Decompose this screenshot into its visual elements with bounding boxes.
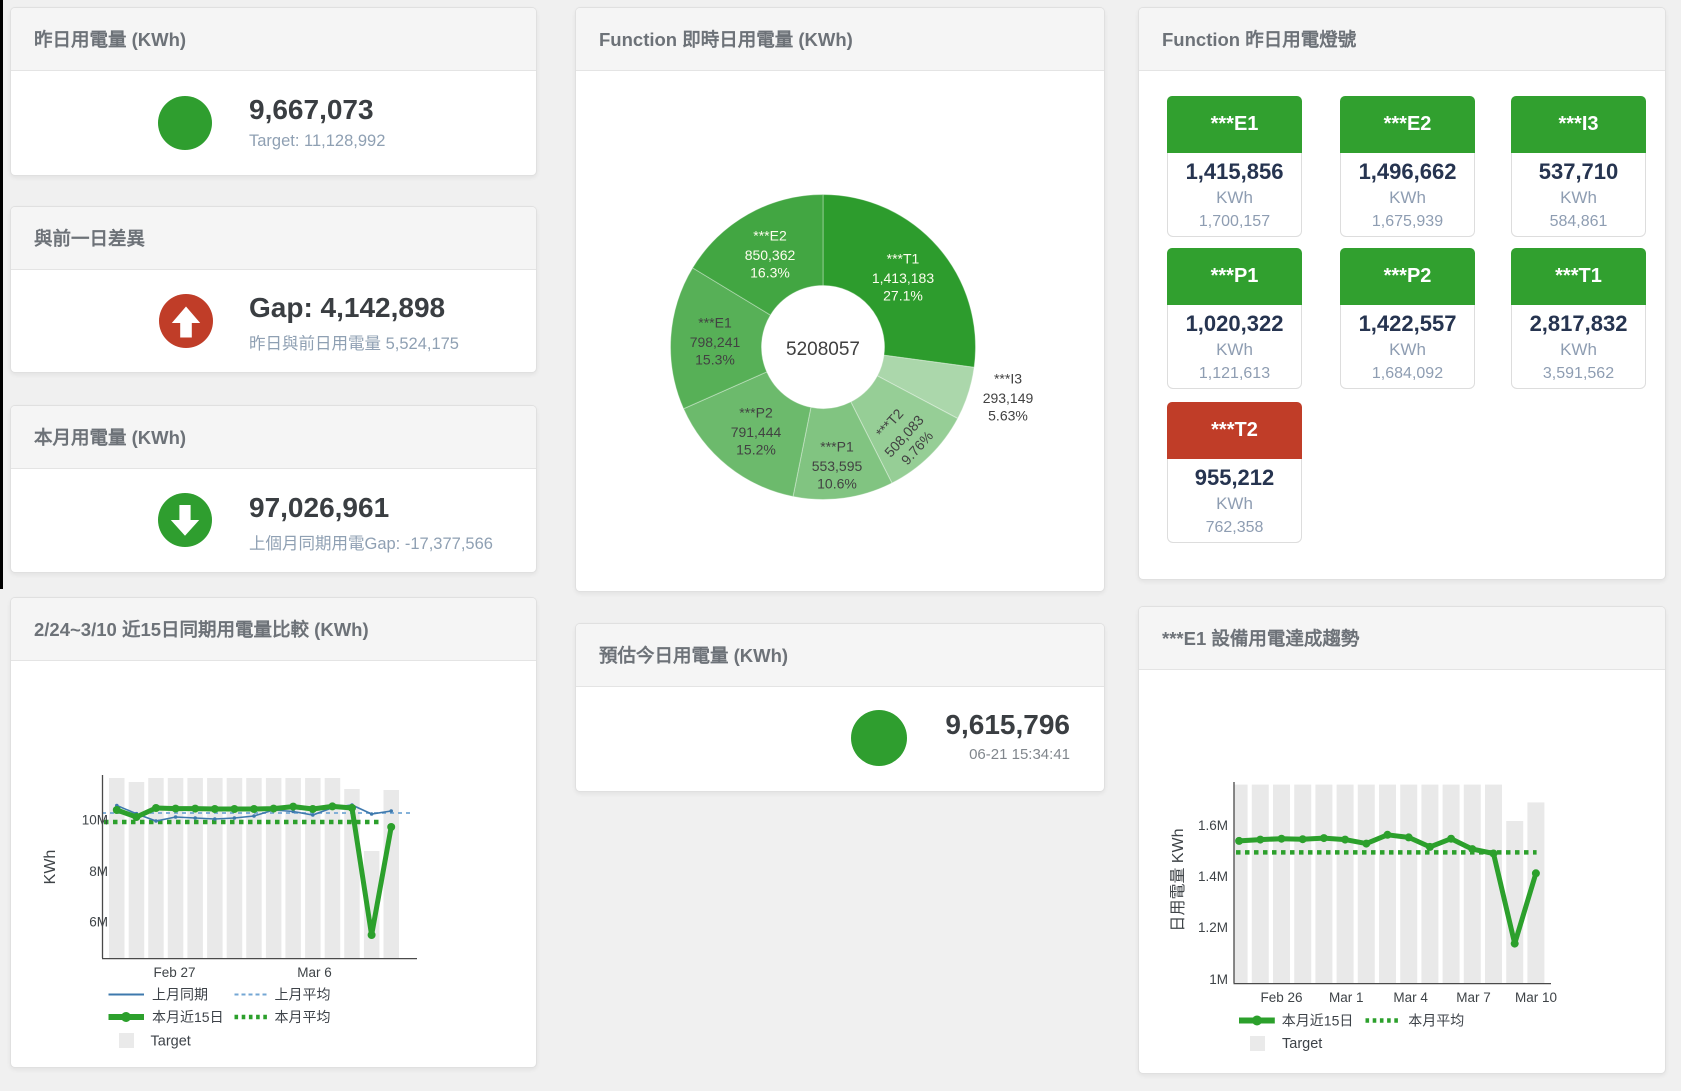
svg-text:***P2: ***P2 (739, 405, 773, 421)
svg-text:***E2: ***E2 (753, 228, 787, 244)
svg-text:***T1: ***T1 (887, 251, 920, 267)
svg-text:KWh: KWh (42, 850, 59, 885)
svg-text:1M: 1M (1209, 972, 1228, 987)
svg-text:10.6%: 10.6% (817, 476, 857, 492)
svg-text:上月同期: 上月同期 (152, 987, 208, 1003)
svg-text:Feb 27: Feb 27 (153, 965, 195, 980)
svg-text:850,362: 850,362 (745, 247, 796, 263)
svg-text:293,149: 293,149 (983, 390, 1034, 406)
svg-text:本月平均: 本月平均 (275, 1009, 331, 1025)
svg-text:16.3%: 16.3% (750, 265, 790, 281)
svg-text:本月平均: 本月平均 (1408, 1013, 1464, 1029)
svg-text:本月近15日: 本月近15日 (1282, 1013, 1354, 1029)
svg-text:6M: 6M (89, 915, 108, 930)
svg-text:1,413,183: 1,413,183 (872, 270, 934, 286)
svg-text:Feb 26: Feb 26 (1260, 990, 1302, 1005)
svg-text:27.1%: 27.1% (883, 288, 923, 304)
svg-text:日用電量 KWh: 日用電量 KWh (1170, 828, 1187, 931)
svg-text:本月近15日: 本月近15日 (152, 1009, 224, 1025)
svg-text:***E1: ***E1 (698, 315, 732, 331)
svg-text:8M: 8M (89, 864, 108, 879)
svg-text:Target: Target (151, 1034, 191, 1050)
svg-text:553,595: 553,595 (812, 458, 863, 474)
svg-text:1.4M: 1.4M (1198, 869, 1228, 884)
svg-text:791,444: 791,444 (731, 424, 782, 440)
svg-text:15.2%: 15.2% (736, 442, 776, 458)
svg-text:Mar 7: Mar 7 (1456, 990, 1491, 1005)
svg-text:798,241: 798,241 (690, 334, 741, 350)
svg-text:上月平均: 上月平均 (275, 987, 331, 1003)
svg-text:Target: Target (1282, 1036, 1322, 1052)
svg-text:***I3: ***I3 (994, 371, 1022, 387)
svg-text:1.6M: 1.6M (1198, 818, 1228, 833)
svg-text:5208057: 5208057 (786, 339, 860, 360)
svg-text:Mar 10: Mar 10 (1515, 990, 1557, 1005)
svg-text:Mar 4: Mar 4 (1393, 990, 1428, 1005)
svg-text:***P1: ***P1 (820, 439, 854, 455)
svg-text:15.3%: 15.3% (695, 352, 735, 368)
svg-text:10M: 10M (82, 813, 108, 828)
svg-text:1.2M: 1.2M (1198, 920, 1228, 935)
svg-text:Mar 1: Mar 1 (1329, 990, 1364, 1005)
svg-text:Mar 6: Mar 6 (297, 965, 332, 980)
svg-text:5.63%: 5.63% (988, 408, 1028, 424)
